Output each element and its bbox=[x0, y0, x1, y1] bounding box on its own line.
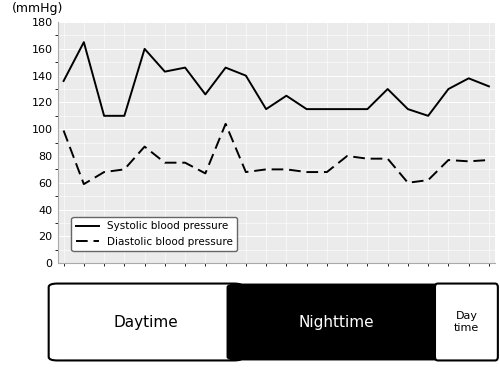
FancyBboxPatch shape bbox=[226, 284, 446, 361]
Diastolic blood pressure bbox=[202, 171, 208, 176]
Systolic blood pressure bbox=[466, 76, 471, 81]
Systolic blood pressure bbox=[446, 87, 452, 91]
Diastolic blood pressure bbox=[284, 167, 290, 171]
Systolic blood pressure bbox=[425, 114, 431, 118]
Systolic blood pressure bbox=[304, 107, 310, 112]
Diastolic blood pressure bbox=[446, 158, 452, 162]
Systolic blood pressure bbox=[182, 66, 188, 70]
Text: Day
time: Day time bbox=[454, 311, 479, 333]
Line: Diastolic blood pressure: Diastolic blood pressure bbox=[64, 124, 489, 184]
Text: (mmHg): (mmHg) bbox=[12, 2, 63, 15]
Systolic blood pressure bbox=[222, 66, 228, 70]
Systolic blood pressure bbox=[60, 79, 66, 83]
Systolic blood pressure bbox=[81, 40, 87, 45]
Diastolic blood pressure bbox=[60, 128, 66, 133]
Systolic blood pressure bbox=[162, 70, 168, 74]
Diastolic blood pressure bbox=[122, 167, 128, 171]
Diastolic blood pressure bbox=[364, 156, 370, 161]
Legend: Systolic blood pressure, Diastolic blood pressure: Systolic blood pressure, Diastolic blood… bbox=[72, 217, 237, 251]
Systolic blood pressure bbox=[344, 107, 350, 112]
Systolic blood pressure bbox=[263, 107, 269, 112]
Systolic blood pressure bbox=[122, 114, 128, 118]
Line: Systolic blood pressure: Systolic blood pressure bbox=[64, 42, 489, 116]
Diastolic blood pressure bbox=[466, 159, 471, 163]
Diastolic blood pressure bbox=[486, 158, 492, 162]
Systolic blood pressure bbox=[405, 107, 411, 112]
Diastolic blood pressure bbox=[243, 170, 249, 174]
Diastolic blood pressure bbox=[304, 170, 310, 174]
Systolic blood pressure bbox=[243, 74, 249, 78]
Text: Nighttime: Nighttime bbox=[298, 315, 374, 329]
Systolic blood pressure bbox=[284, 93, 290, 98]
Diastolic blood pressure bbox=[344, 154, 350, 158]
Diastolic blood pressure bbox=[263, 167, 269, 171]
Systolic blood pressure bbox=[364, 107, 370, 112]
FancyBboxPatch shape bbox=[48, 284, 243, 361]
Systolic blood pressure bbox=[486, 84, 492, 89]
Diastolic blood pressure bbox=[101, 170, 107, 174]
Text: Daytime: Daytime bbox=[114, 315, 178, 329]
Diastolic blood pressure bbox=[405, 181, 411, 185]
Diastolic blood pressure bbox=[384, 156, 390, 161]
Diastolic blood pressure bbox=[182, 160, 188, 165]
Systolic blood pressure bbox=[101, 114, 107, 118]
Diastolic blood pressure bbox=[162, 160, 168, 165]
Diastolic blood pressure bbox=[222, 122, 228, 126]
Systolic blood pressure bbox=[142, 47, 148, 51]
FancyBboxPatch shape bbox=[435, 284, 498, 361]
Systolic blood pressure bbox=[324, 107, 330, 112]
Diastolic blood pressure bbox=[142, 144, 148, 149]
Diastolic blood pressure bbox=[425, 178, 431, 182]
Systolic blood pressure bbox=[202, 92, 208, 97]
Diastolic blood pressure bbox=[81, 182, 87, 186]
Diastolic blood pressure bbox=[324, 170, 330, 174]
Systolic blood pressure bbox=[384, 87, 390, 91]
